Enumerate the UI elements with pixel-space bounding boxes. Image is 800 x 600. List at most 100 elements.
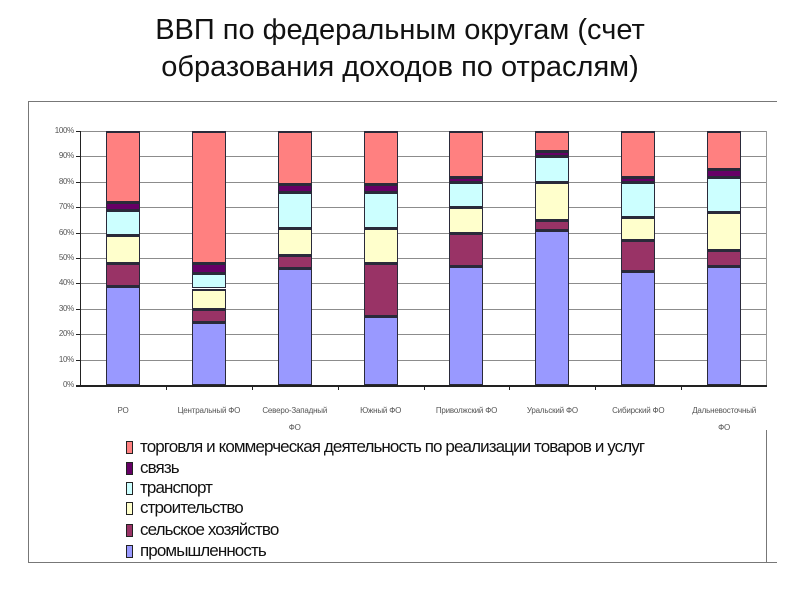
bar-segment xyxy=(105,235,140,264)
y-tick-label: 50% xyxy=(58,253,74,262)
x-tick-label: Южный ФО xyxy=(338,402,424,419)
y-tick-mark xyxy=(76,283,80,285)
x-tick-mark xyxy=(165,385,167,390)
x-tick-label: Сибирский ФО xyxy=(595,402,681,419)
x-label-line-1: Южный ФО xyxy=(360,406,402,415)
x-label-line-1: Дальневосточный xyxy=(692,406,757,415)
y-tick-label: 90% xyxy=(58,151,74,161)
bar-segment xyxy=(621,181,656,218)
legend-item-agriculture: сельское хозяйство xyxy=(126,520,279,540)
stacked-bar xyxy=(707,131,742,385)
bar-segment xyxy=(449,265,484,385)
x-tick-mark xyxy=(595,385,597,390)
bar-segment xyxy=(707,250,742,266)
y-tick-mark xyxy=(76,334,80,336)
y-tick-mark xyxy=(76,131,80,132)
x-label-line-2: ФО xyxy=(288,423,301,432)
legend-swatch-icon xyxy=(126,440,133,454)
plot-area xyxy=(80,131,767,385)
bar-segment xyxy=(535,151,570,157)
x-label-line-1: Центральный ФО xyxy=(177,406,241,415)
bar-segment xyxy=(449,207,484,233)
bar-segment xyxy=(105,202,140,210)
legend-swatch-icon xyxy=(126,544,133,558)
bar-segment xyxy=(707,265,742,385)
y-axis-line xyxy=(80,131,81,386)
gridline xyxy=(80,258,766,259)
bar-segment xyxy=(535,219,570,231)
bar-segment xyxy=(363,227,398,264)
gridline xyxy=(80,308,766,310)
bar-segment xyxy=(277,255,312,269)
bar-segment xyxy=(363,191,398,228)
x-tick-mark xyxy=(509,385,511,390)
x-label-line-1: РО xyxy=(117,406,129,415)
bar-segment xyxy=(449,131,484,177)
bar-segment xyxy=(191,131,226,264)
y-tick-label: 100% xyxy=(54,126,75,135)
y-tick-mark xyxy=(76,308,80,310)
bar-segment xyxy=(707,131,742,170)
stacked-bar xyxy=(363,131,398,385)
bar-segment xyxy=(535,230,570,385)
bar-segment xyxy=(105,285,140,385)
x-tick-label: Приволжский ФО xyxy=(424,402,510,419)
legend-item-construction: строительство xyxy=(126,498,244,518)
bar-segment xyxy=(707,212,742,251)
legend-label: торговля и коммерческая деятельность по … xyxy=(140,437,645,456)
gridline xyxy=(80,359,766,361)
legend-label: промышленность xyxy=(140,541,267,560)
gridline xyxy=(80,283,766,285)
stacked-bar xyxy=(621,131,656,385)
bar-segment xyxy=(621,217,656,241)
y-tick-mark xyxy=(76,156,80,158)
bar-segment xyxy=(191,321,226,385)
bar-segment xyxy=(277,268,312,385)
x-label-line-2: ФО xyxy=(718,423,731,432)
x-label-line-1: Сибирский ФО xyxy=(612,406,665,415)
bar-segment xyxy=(277,191,312,228)
y-tick-mark xyxy=(76,258,80,259)
stacked-bar xyxy=(191,131,226,385)
stacked-bar xyxy=(105,131,140,385)
bar-segment xyxy=(621,131,656,177)
bar-segment xyxy=(621,270,656,385)
stacked-bar xyxy=(277,131,312,385)
title-line-2: образования доходов по отраслям) xyxy=(161,51,639,83)
bar-segment xyxy=(621,176,656,182)
stacked-bar xyxy=(535,131,570,385)
bar-segment xyxy=(707,169,742,177)
gridline xyxy=(80,334,766,336)
x-tick-label: Дальневосточный ФО xyxy=(681,402,767,436)
bar-segment xyxy=(449,181,484,208)
bar-segment xyxy=(363,316,398,385)
gridline xyxy=(80,156,766,158)
legend-item-trade: торговля и коммерческая деятельность по … xyxy=(126,437,645,457)
x-label-line-1: Приволжский ФО xyxy=(435,406,498,415)
legend-label: сельское хозяйство xyxy=(140,520,279,539)
bar-segment xyxy=(277,184,312,192)
x-label-line-1: Уральский ФО xyxy=(526,406,578,415)
y-tick-mark xyxy=(76,181,80,183)
y-tick-label: 40% xyxy=(58,278,74,288)
stacked-bar xyxy=(449,131,484,385)
title-line-1: ВВП по федеральным округам (счет xyxy=(155,14,645,46)
bar-segment xyxy=(363,184,398,192)
legend-item-communication: связь xyxy=(126,458,180,478)
y-tick-label: 80% xyxy=(58,176,74,186)
legend: торговля и коммерческая деятельность по … xyxy=(112,430,767,563)
legend-swatch-icon xyxy=(126,461,133,475)
y-tick-label: 20% xyxy=(58,329,74,339)
bar-segment xyxy=(449,232,484,266)
x-tick-label: РО xyxy=(80,402,166,419)
x-tick-mark xyxy=(681,385,683,390)
chart-frame xyxy=(28,101,777,563)
bar-segment xyxy=(277,227,312,256)
legend-label: строительство xyxy=(140,498,244,517)
legend-swatch-icon xyxy=(126,501,133,515)
bar-segment xyxy=(449,176,484,182)
bar-segment xyxy=(191,263,226,274)
x-axis-line xyxy=(76,385,767,387)
bar-segment xyxy=(535,156,570,182)
gridline xyxy=(80,181,766,183)
